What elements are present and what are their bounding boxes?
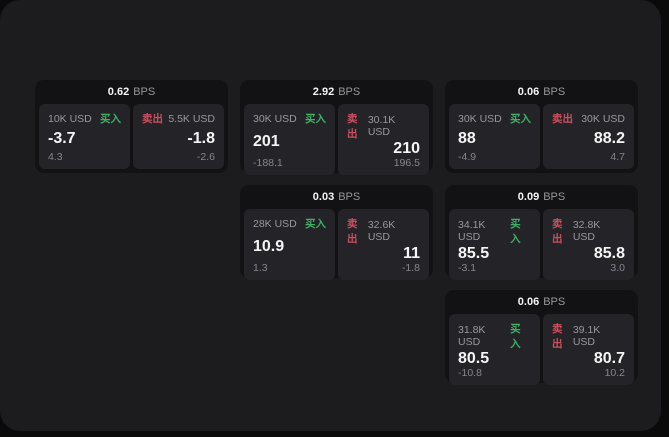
quote-card: 0.06 BPS 30K USD 买入 88 -4.9 卖出 30K USD bbox=[445, 80, 638, 173]
sell-label: 卖出 bbox=[552, 218, 563, 245]
sell-delta: -2.6 bbox=[196, 151, 215, 163]
buy-price: 80.5 bbox=[458, 350, 490, 367]
sell-amount: 30K USD bbox=[581, 112, 625, 125]
quote-grid: 0.62 BPS 10K USD 买入 -3.7 4.3 卖出 5.5K USD bbox=[35, 80, 638, 385]
buy-label: 买入 bbox=[100, 113, 121, 125]
bps-unit-label: BPS bbox=[543, 86, 566, 98]
buy-quote-button[interactable]: 30K USD 买入 88 -4.9 bbox=[449, 104, 540, 169]
buy-delta: 4.3 bbox=[48, 151, 63, 163]
buy-amount: 30K USD bbox=[458, 112, 502, 125]
bps-header: 0.06 BPS bbox=[449, 290, 634, 314]
sell-label: 卖出 bbox=[347, 113, 358, 140]
buy-amount: 34.1K USD bbox=[458, 219, 486, 243]
bps-unit-label: BPS bbox=[338, 86, 361, 98]
buy-delta: -4.9 bbox=[458, 151, 477, 163]
sell-label: 卖出 bbox=[552, 323, 563, 350]
sell-delta: 10.2 bbox=[604, 367, 625, 379]
sell-delta: 196.5 bbox=[393, 157, 420, 169]
buy-quote-button[interactable]: 34.1K USD 买入 85.5 -3.1 bbox=[449, 209, 540, 280]
bps-header: 0.03 BPS bbox=[244, 185, 429, 209]
sell-amount: 30.1K USD bbox=[367, 114, 396, 138]
bps-value: 0.06 bbox=[517, 296, 540, 308]
sell-delta: 4.7 bbox=[610, 151, 625, 163]
sell-amount: 5.5K USD bbox=[168, 112, 215, 125]
sell-label: 卖出 bbox=[552, 113, 573, 125]
quote-card: 0.62 BPS 10K USD 买入 -3.7 4.3 卖出 5.5K USD bbox=[35, 80, 228, 173]
sell-price: 85.8 bbox=[593, 245, 625, 262]
buy-label: 买入 bbox=[510, 113, 531, 125]
bps-header: 0.62 BPS bbox=[39, 80, 224, 104]
bps-header: 0.06 BPS bbox=[449, 80, 634, 104]
sell-label: 卖出 bbox=[142, 113, 163, 125]
quote-card: 0.03 BPS 28K USD 买入 10.9 1.3 卖出 32.6K US… bbox=[240, 185, 433, 280]
buy-label: 买入 bbox=[510, 218, 521, 245]
sell-quote-button[interactable]: 卖出 30K USD 88.2 4.7 bbox=[543, 104, 634, 169]
sell-price: 80.7 bbox=[593, 350, 625, 367]
buy-amount: 28K USD bbox=[253, 217, 297, 230]
quote-card: 2.92 BPS 30K USD 买入 201 -188.1 卖出 30.1K … bbox=[240, 80, 433, 175]
bps-unit-label: BPS bbox=[133, 86, 156, 98]
sell-price: 210 bbox=[393, 140, 420, 157]
sell-price: -1.8 bbox=[187, 129, 215, 147]
sell-delta: -1.8 bbox=[401, 262, 420, 274]
bps-value: 0.06 bbox=[517, 86, 540, 98]
bps-value: 2.92 bbox=[312, 86, 335, 98]
buy-delta: -188.1 bbox=[253, 157, 283, 169]
sell-quote-button[interactable]: 卖出 30.1K USD 210 196.5 bbox=[338, 104, 429, 175]
buy-amount: 31.8K USD bbox=[458, 324, 486, 348]
buy-price: 85.5 bbox=[458, 245, 490, 262]
sell-price: 11 bbox=[403, 245, 420, 262]
buy-quote-button[interactable]: 28K USD 买入 10.9 1.3 bbox=[244, 209, 335, 280]
bps-value: 0.09 bbox=[517, 191, 540, 203]
buy-delta: -3.1 bbox=[458, 262, 477, 274]
buy-amount: 10K USD bbox=[48, 112, 92, 125]
bps-unit-label: BPS bbox=[338, 191, 361, 203]
buy-price: 88 bbox=[458, 129, 476, 147]
sell-delta: 3.0 bbox=[610, 262, 625, 274]
buy-label: 买入 bbox=[305, 218, 326, 230]
buy-label: 买入 bbox=[305, 113, 326, 125]
sell-quote-button[interactable]: 卖出 32.6K USD 11 -1.8 bbox=[338, 209, 429, 280]
bps-value: 0.03 bbox=[312, 191, 335, 203]
bps-unit-label: BPS bbox=[543, 191, 566, 203]
bps-header: 2.92 BPS bbox=[244, 80, 429, 104]
buy-quote-button[interactable]: 31.8K USD 买入 80.5 -10.8 bbox=[449, 314, 540, 385]
buy-quote-button[interactable]: 10K USD 买入 -3.7 4.3 bbox=[39, 104, 130, 169]
buy-price: -3.7 bbox=[48, 129, 76, 147]
buy-price: 201 bbox=[253, 132, 280, 150]
app-panel: 0.62 BPS 10K USD 买入 -3.7 4.3 卖出 5.5K USD bbox=[0, 0, 661, 431]
buy-price: 10.9 bbox=[253, 237, 285, 255]
sell-quote-button[interactable]: 卖出 5.5K USD -1.8 -2.6 bbox=[133, 104, 224, 169]
sell-amount: 39.1K USD bbox=[572, 324, 601, 348]
bps-value: 0.62 bbox=[107, 86, 130, 98]
sell-amount: 32.6K USD bbox=[367, 219, 396, 243]
quote-card: 0.06 BPS 31.8K USD 买入 80.5 -10.8 卖出 39.1… bbox=[445, 290, 638, 385]
bps-unit-label: BPS bbox=[543, 296, 566, 308]
buy-quote-button[interactable]: 30K USD 买入 201 -188.1 bbox=[244, 104, 335, 175]
buy-amount: 30K USD bbox=[253, 112, 297, 125]
sell-quote-button[interactable]: 卖出 39.1K USD 80.7 10.2 bbox=[543, 314, 634, 385]
sell-label: 卖出 bbox=[347, 218, 358, 245]
sell-quote-button[interactable]: 卖出 32.8K USD 85.8 3.0 bbox=[543, 209, 634, 280]
sell-amount: 32.8K USD bbox=[572, 219, 601, 243]
buy-delta: -10.8 bbox=[458, 367, 482, 379]
sell-price: 88.2 bbox=[593, 129, 625, 147]
quote-card: 0.09 BPS 34.1K USD 买入 85.5 -3.1 卖出 32.8K… bbox=[445, 185, 638, 280]
buy-delta: 1.3 bbox=[253, 262, 268, 274]
buy-label: 买入 bbox=[510, 323, 521, 350]
bps-header: 0.09 BPS bbox=[449, 185, 634, 209]
